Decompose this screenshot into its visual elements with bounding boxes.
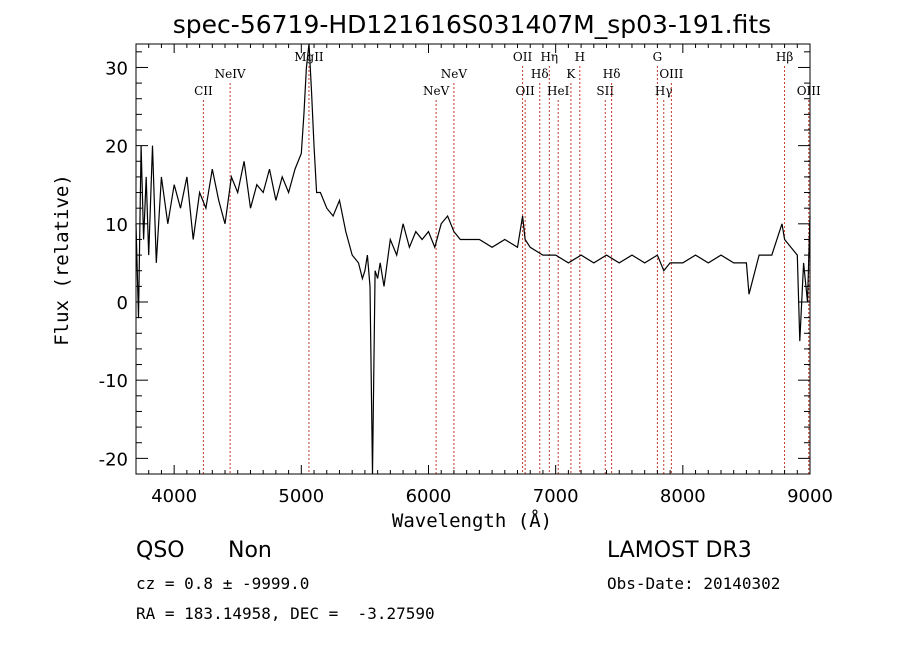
plot-frame [135,43,811,475]
line-marker-label: OII [515,84,535,98]
tick-label: 5000 [278,486,324,507]
survey-name: LAMOST DR3 [607,538,752,563]
line-marker-label: CII [194,84,213,98]
tick-label: 0 [117,293,128,314]
tick-label: -10 [99,371,128,392]
chart-title: spec-56719-HD121616S031407M_sp03-191.fit… [173,10,771,39]
redshift-cz: cz = 0.8 ± -9999.0 [136,574,310,593]
y-axis-label: Flux (relative) [51,174,73,346]
tick-label: 9000 [787,486,833,507]
tick-label: 30 [105,58,128,79]
line-marker-label: OIII [797,84,821,98]
spectrum-layer [135,43,811,475]
line-marker-label: MgII [294,50,324,64]
line-marker-label: OII [513,50,533,64]
line-marker-label: NeV [441,67,468,81]
ra-dec: RA = 183.14958, DEC = -3.27590 [136,604,435,623]
spectrum-line [135,43,811,475]
tick-label: 4000 [151,486,197,507]
tick-label: 8000 [660,486,706,507]
tick-label: 7000 [533,486,579,507]
line-marker-label: G [653,50,663,64]
tick-label: 20 [105,137,128,158]
tick-label: -20 [99,449,128,470]
line-marker-label: NeIV [215,67,246,81]
line-marker-label: Hδ [603,67,621,81]
line-marker-label: OIII [659,67,683,81]
line-marker-label: NeV [423,84,450,98]
line-marker-label: K [566,67,576,81]
line-marker-label: Hγ [655,84,673,98]
line-marker-label: SII [596,84,614,98]
observation-date: Obs-Date: 20140302 [607,574,781,593]
object-subclass: Non [228,538,272,563]
line-marker-label: Hη [540,50,558,64]
axis-ticks: 4000 5000 6000 7000 8000 9000 -20 -10 0 10 20 30 [99,44,833,507]
object-class: QSO [136,538,185,563]
line-marker-label: Hδ [531,67,549,81]
line-marker-label: HeI [547,84,570,98]
tick-label: 10 [105,215,128,236]
line-marker-label: Hβ [776,50,793,64]
line-marker-label: H [575,50,585,64]
x-axis-label: Wavelength (Å) [392,509,552,532]
tick-label: 6000 [406,486,452,507]
